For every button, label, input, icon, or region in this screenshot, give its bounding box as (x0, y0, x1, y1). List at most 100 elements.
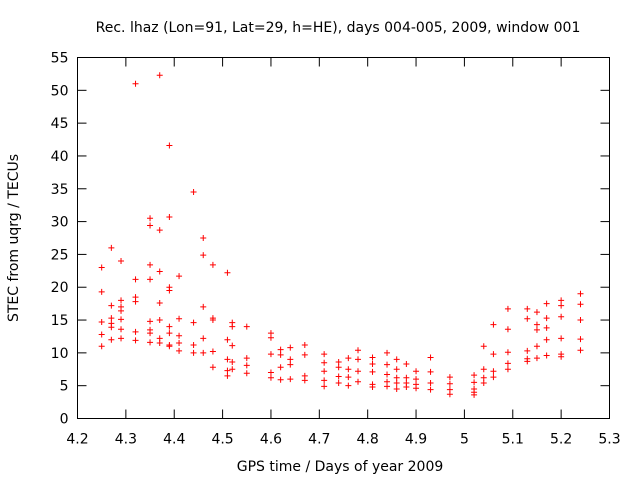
data-point (166, 213, 173, 220)
x-tick-label: 4.3 (115, 432, 137, 448)
data-point (267, 334, 274, 341)
data-point (166, 323, 173, 330)
data-point (369, 354, 376, 361)
data-point (504, 305, 511, 312)
data-point (490, 374, 497, 381)
data-point (393, 356, 400, 363)
data-point (345, 374, 352, 381)
data-point (166, 142, 173, 149)
data-point (209, 348, 216, 355)
y-tick-label: 20 (51, 280, 69, 296)
data-point (209, 317, 216, 324)
data-point (504, 360, 511, 367)
data-point (321, 383, 328, 390)
data-point (287, 361, 294, 368)
data-point (166, 330, 173, 337)
y-tick-label: 45 (51, 116, 69, 132)
data-point (147, 330, 154, 337)
data-point (577, 290, 584, 297)
data-point (118, 297, 125, 304)
data-point (413, 368, 420, 375)
data-point (490, 351, 497, 358)
data-point (335, 373, 342, 380)
data-point (224, 269, 231, 276)
x-tick-label: 5.2 (550, 432, 572, 448)
data-point (209, 261, 216, 268)
x-tick-label: 5 (460, 432, 469, 448)
y-tick-label: 40 (51, 149, 69, 165)
data-point (156, 268, 163, 275)
data-point (132, 298, 139, 305)
data-point (480, 380, 487, 387)
data-point (490, 321, 497, 328)
y-tick-label: 10 (51, 346, 69, 362)
data-point (118, 257, 125, 264)
data-point (224, 372, 231, 379)
x-tick-label: 4.7 (308, 432, 330, 448)
data-point (558, 335, 565, 342)
data-point (108, 315, 115, 322)
data-point (345, 366, 352, 373)
data-point (224, 367, 231, 374)
data-point (558, 313, 565, 320)
data-point (345, 382, 352, 389)
data-point (335, 359, 342, 366)
x-axis: 4.2 4.3 4.4 4.5 4.6 4.7 4.8 4.9 5 5.1 5.2 5.3 (66, 57, 621, 448)
data-point (147, 339, 154, 346)
data-point (471, 372, 478, 379)
data-point (243, 355, 250, 362)
data-point (301, 377, 308, 384)
data-point (301, 341, 308, 348)
y-tick-label: 25 (51, 247, 69, 263)
x-axis-label: GPS time / Days of year 2009 (237, 459, 444, 475)
y-axis: 0 5 10 15 20 25 30 35 40 45 50 55 (51, 51, 610, 428)
data-point (132, 276, 139, 283)
y-tick-label: 5 (60, 379, 69, 395)
data-point (229, 323, 236, 330)
data-point (108, 324, 115, 331)
x-tick-label: 4.8 (357, 432, 379, 448)
data-point (267, 351, 274, 358)
data-point (471, 391, 478, 398)
x-tick-label: 5.3 (598, 432, 620, 448)
data-point (490, 368, 497, 375)
data-point (403, 374, 410, 381)
data-point (403, 361, 410, 368)
data-point (132, 80, 139, 87)
data-point (335, 364, 342, 371)
y-tick-label: 55 (51, 51, 69, 67)
x-tick-label: 4.9 (405, 432, 427, 448)
data-point (200, 335, 207, 342)
data-point (403, 383, 410, 390)
data-point (577, 347, 584, 354)
data-point (543, 300, 550, 307)
data-point (200, 303, 207, 310)
data-point (156, 72, 163, 79)
data-point (446, 380, 453, 387)
data-point (524, 305, 531, 312)
data-point (156, 340, 163, 347)
data-point (471, 379, 478, 386)
data-point (504, 349, 511, 356)
data-point (118, 316, 125, 323)
data-point (224, 336, 231, 343)
data-point (533, 321, 540, 328)
data-point (393, 374, 400, 381)
data-point (147, 318, 154, 325)
data-point (577, 317, 584, 324)
data-point (176, 340, 183, 347)
data-point (190, 349, 197, 356)
data-point (384, 383, 391, 390)
data-point (190, 189, 197, 196)
data-point (229, 366, 236, 373)
data-point (243, 370, 250, 377)
data-point (147, 215, 154, 222)
plot-area (77, 57, 610, 419)
data-point (524, 358, 531, 365)
data-point (132, 328, 139, 335)
data-point (176, 273, 183, 280)
plot-frame (77, 57, 610, 419)
data-point (98, 319, 105, 326)
data-point (345, 355, 352, 362)
